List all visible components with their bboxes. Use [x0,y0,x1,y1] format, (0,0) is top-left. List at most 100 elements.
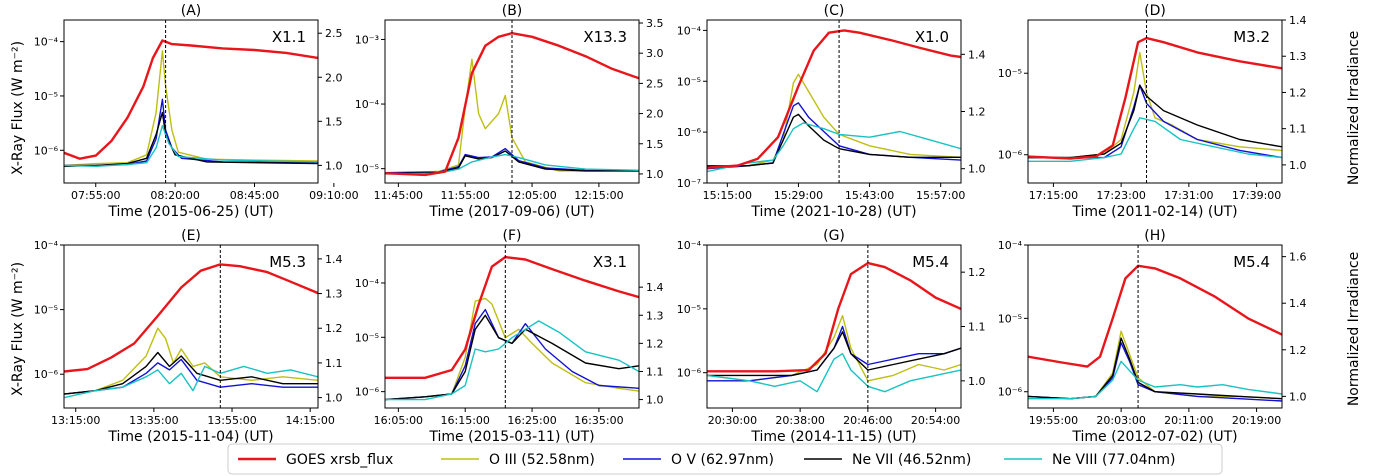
plot-area [64,245,318,408]
legend: GOES xrsb_flux O III (52.58nm) O V (62.97n… [227,443,1223,475]
y2-tick-label: 1.2 [968,266,986,279]
y2-tick-label: 1.4 [1289,14,1307,27]
legend-label: Ne VII (46.52nm) [852,452,971,468]
y-tick-label: 10⁻⁴ [998,239,1023,252]
plot-area [64,20,318,183]
axes-frame [63,19,319,184]
y-tick-label: 10⁻⁶ [355,386,380,399]
series-line [64,351,318,395]
y2-tick-label: 1.5 [325,115,343,128]
series-line [64,111,318,167]
axes-frame [1027,244,1283,409]
axes-frame [384,244,640,409]
y2-tick-label: 1.4 [325,253,343,266]
flare-class-label: M5.4 [1233,253,1270,271]
x-tick-label: 20:11:00 [1164,414,1213,427]
flare-class-label: M3.2 [1233,28,1270,46]
goes-flux-line [707,29,961,169]
x-tick-label: 13:35:00 [129,414,178,427]
y-tick-label: 10⁻⁴ [677,239,702,252]
series-line [707,325,961,382]
goes-flux-line [385,32,639,177]
plot-area [1028,245,1282,408]
y-tick-label: 10⁻⁵ [34,304,58,317]
y-tick-label: 10⁻⁷ [677,177,701,190]
flare-class-label: X1.1 [272,28,306,46]
x-tick-label: 08:45:00 [230,189,279,202]
y2-tick-label: 1.5 [646,138,664,151]
y-tick-label: 10⁻⁵ [355,331,379,344]
x-axis-label: Time (2014-11-15) (UT) [750,429,916,445]
series-line [385,320,639,401]
series-line [707,102,961,170]
series-line [1028,51,1282,159]
y2-tick-label: 1.1 [646,365,664,378]
goes-flux-line [707,261,961,373]
x-tick-label: 19:55:00 [1029,414,1078,427]
panel-title: (D) [1144,3,1166,19]
y2-tick-label: 1.4 [1289,297,1307,310]
goes-flux-line [1028,264,1282,368]
x-axis-label: Time (2011-02-14) (UT) [1071,204,1237,220]
axes-frame [384,19,640,184]
y2-tick-label: 1.3 [325,288,343,301]
panel-title: (E) [181,228,201,244]
series-line [707,113,961,167]
panel-title: (H) [1144,228,1165,244]
x-tick-label: 20:46:00 [843,414,892,427]
series-line [1028,117,1282,162]
series-line [1028,337,1282,400]
y2-tick-label: 1.1 [968,321,986,334]
y2-tick-label: 3.0 [646,47,664,60]
x-tick-label: 15:15:00 [703,189,752,202]
y-tick-label: 10⁻⁴ [677,24,702,37]
y-tick-label: 10⁻⁵ [998,312,1022,325]
x-tick-label: 13:15:00 [51,414,100,427]
legend-item: GOES xrsb_flux [238,452,393,468]
x-tick-label: 09:10:00 [309,189,358,202]
x-tick-label: 07:55:00 [71,189,120,202]
right-y-axis-label-bottom: Normalized Irradiance [1346,252,1362,406]
legend-item: O III (52.58nm) [441,452,595,468]
legend-item: Ne VII (46.52nm) [804,452,971,468]
y-tick-label: 10⁻⁶ [34,144,59,157]
x-tick-label: 16:25:00 [507,414,556,427]
x-tick-label: 16:35:00 [574,414,623,427]
x-tick-label: 15:29:00 [774,189,823,202]
x-tick-label: 20:30:00 [708,414,757,427]
series-line [707,122,961,173]
y2-tick-label: 1.6 [1289,251,1307,264]
y-tick-label: 10⁻⁴ [34,239,59,252]
right-y-axis-label-top: Normalized Irradiance [1346,31,1362,185]
left-y-axis-label-top: X-Ray Flux (W m⁻²) [10,41,26,175]
series-line [385,308,639,401]
y2-tick-label: 1.2 [1289,344,1307,357]
x-tick-label: 13:55:00 [207,414,256,427]
y-tick-label: 10⁻⁴ [34,36,59,49]
x-axis-label: Time (2017-09-06) (UT) [428,204,594,220]
y2-tick-label: 1.0 [968,163,986,176]
plot-area [385,20,639,183]
y2-tick-label: 3.5 [646,17,664,30]
flare-class-label: M5.4 [912,253,949,271]
y2-tick-label: 1.0 [1289,390,1307,403]
x-tick-label: 14:15:00 [285,414,334,427]
y-tick-label: 10⁻⁶ [677,126,702,139]
goes-flux-line [1028,36,1282,160]
y-tick-label: 10⁻⁶ [998,149,1023,162]
x-tick-label: 17:23:00 [1096,189,1145,202]
y2-tick-label: 1.2 [968,106,986,119]
chart-panel: 19:55:00 20:03:00 20:11:00 20:19:00 10⁻⁶ 10⁻⁵… [998,228,1307,445]
y-tick-label: 10⁻⁵ [34,90,58,103]
y2-tick-label: 1.0 [646,168,664,181]
series-line [707,331,961,377]
x-tick-label: 20:38:00 [775,414,824,427]
chart-panels: 07:55:00 08:20:00 08:45:00 09:10:00 10⁻⁶ 10⁻⁵… [34,3,1307,445]
y-tick-label: 10⁻⁶ [677,367,702,380]
goes-flux-line [64,263,318,373]
series-line [385,314,639,401]
series-line [385,297,639,401]
legend-label: O V (62.97nm) [671,452,774,468]
y2-tick-label: 1.1 [1289,123,1307,136]
